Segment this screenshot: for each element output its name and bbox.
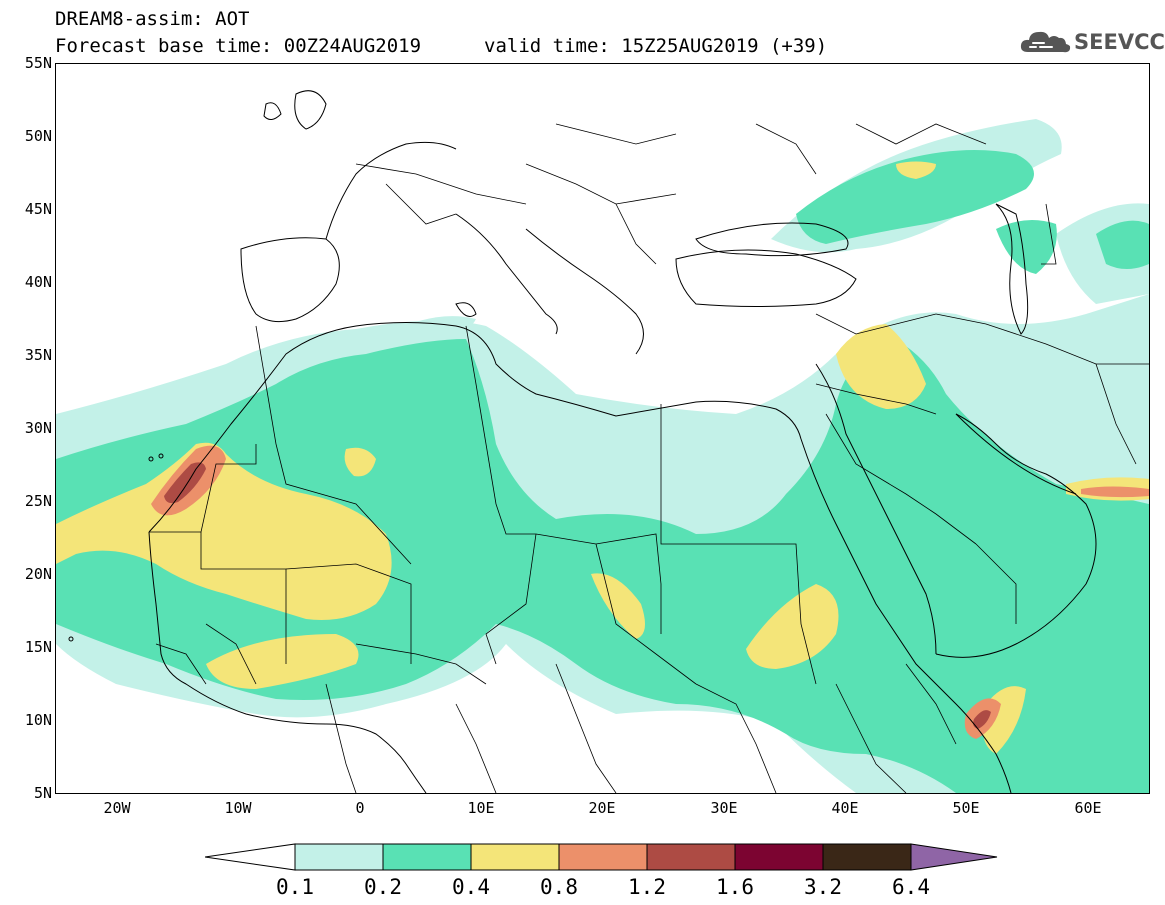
cloud-icon <box>1020 31 1071 53</box>
title-line-1: DREAM8-assim: AOT <box>55 8 250 30</box>
valid-time: valid time: 15Z25AUG2019 (+39) <box>484 35 828 57</box>
aot-level-0-4 <box>56 161 1149 754</box>
colorbar-label: 6.4 <box>892 875 930 899</box>
lat-label: 50N <box>24 127 52 145</box>
colorbar-swatch <box>558 843 648 871</box>
seevccc-logo: SEEVCCC <box>1018 26 1165 58</box>
lat-label: 30N <box>24 419 52 437</box>
colorbar-label: 1.6 <box>716 875 754 899</box>
logo-text: SEEVCCC <box>1074 30 1165 54</box>
colorbar-label: 1.2 <box>628 875 666 899</box>
lat-label: 5N <box>33 784 52 802</box>
lon-label: 20E <box>588 799 616 817</box>
map-canvas <box>56 90 1149 793</box>
lat-label: 15N <box>24 638 52 656</box>
colorbar-label: 3.2 <box>804 875 842 899</box>
colorbar-swatch <box>294 843 384 871</box>
lat-label: 45N <box>24 200 52 218</box>
aot-level-1-2 <box>164 462 991 729</box>
lat-label: 10N <box>24 711 52 729</box>
colorbar-swatch <box>822 843 912 871</box>
lon-label: 30E <box>710 799 738 817</box>
lat-label: 25N <box>24 492 52 510</box>
colorbar-swatch <box>734 843 824 871</box>
lat-label: 55N <box>24 54 52 72</box>
lon-label: 60E <box>1074 799 1102 817</box>
lon-label: 10E <box>467 799 495 817</box>
lat-label: 35N <box>24 346 52 364</box>
lon-label: 0 <box>355 799 365 817</box>
colorbar-swatch <box>382 843 472 871</box>
colorbar-swatch <box>470 843 560 871</box>
lon-label: 10W <box>224 799 252 817</box>
country-borders <box>149 123 1149 793</box>
aot-map[interactable] <box>55 63 1150 794</box>
forecast-base-time: Forecast base time: 00Z24AUG2019 <box>55 35 422 57</box>
lon-label: 20W <box>103 799 131 817</box>
lat-label: 20N <box>24 565 52 583</box>
colorbar-label: 0.1 <box>276 875 314 899</box>
lon-label: 50E <box>952 799 980 817</box>
colorbar-over-arrow <box>910 843 998 871</box>
colorbar-label: 0.8 <box>540 875 578 899</box>
colorbar-svg <box>204 843 998 871</box>
lon-label: 40E <box>831 799 859 817</box>
colorbar-label: 0.2 <box>364 875 402 899</box>
colorbar-swatch <box>646 843 736 871</box>
colorbar-label: 0.4 <box>452 875 490 899</box>
coastlines <box>68 90 1097 793</box>
colorbar-under-arrow <box>204 843 296 871</box>
colorbar <box>204 842 1000 872</box>
lat-label: 40N <box>24 273 52 291</box>
